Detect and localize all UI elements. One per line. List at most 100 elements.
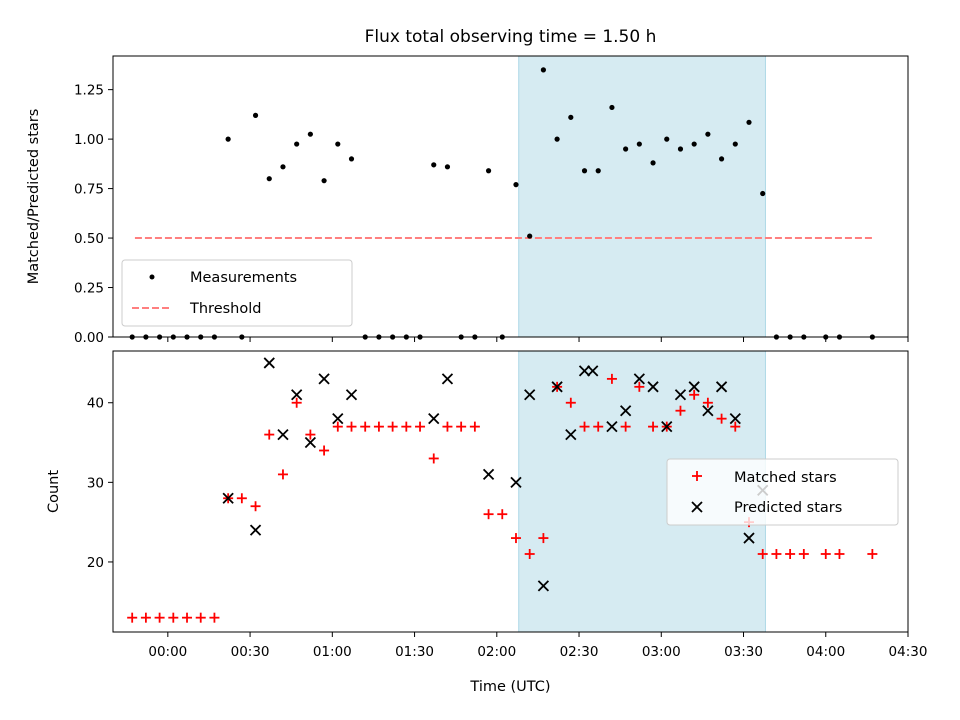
matched-point-14: [319, 445, 330, 456]
predicted-point-20-b: [620, 405, 632, 417]
predicted-point-20: [620, 405, 632, 417]
predicted-point-2: [263, 357, 275, 369]
predicted-point-23: [661, 420, 673, 433]
matched-point-32: [565, 397, 576, 408]
bottom-ytick-label-1: 30: [87, 475, 104, 491]
measurement-point-46: [760, 190, 766, 197]
top-axes-frame: [112, 55, 909, 338]
predicted-point-26: [702, 405, 714, 417]
top-ytick-label-0: 0.00: [74, 330, 104, 346]
top-legend-box: [121, 259, 353, 327]
matched-point-17: [360, 421, 371, 432]
x-tick-label-1: 00:30: [231, 644, 270, 660]
predicted-point-14-b: [537, 580, 550, 592]
measurement-point-15: [335, 141, 341, 147]
bottom-ytick-label-2: 40: [87, 396, 104, 412]
measurement-point-12: [294, 141, 300, 147]
matched-point-10: [264, 429, 275, 440]
predicted-point-22-b: [647, 381, 659, 393]
predicted-point-9-b: [428, 413, 440, 425]
top-ytick-label-3: 0.75: [74, 182, 104, 198]
measurement-point-43: [718, 156, 725, 162]
matched-point-27: [497, 509, 508, 520]
measurement-point-31: [554, 136, 560, 142]
predicted-point-6: [318, 373, 330, 385]
matched-point-41: [689, 389, 700, 400]
predicted-point-13-b: [524, 389, 536, 401]
matched-point-22: [428, 453, 439, 464]
predicted-point-15: [551, 381, 563, 393]
predicted-point-0: [222, 492, 234, 504]
measurement-point-32: [568, 114, 574, 120]
top-panel: 0.00 0.25 0.50 0.75 1.00 1.25 Flux total obse…: [26, 27, 909, 346]
matched-point-33: [579, 421, 590, 432]
predicted-point-8: [345, 389, 358, 401]
chart-title: Flux total observing time = 1.50 h: [365, 27, 657, 47]
predicted-point-0-b: [222, 492, 234, 504]
measurement-point-13: [307, 131, 313, 137]
predicted-point-3-b: [277, 428, 289, 441]
matched-point-49: [798, 548, 809, 559]
bottom-x-ticks: 00:00 00:30 01:00 01:30 02:00 02:30 03:00 03:30…: [148, 632, 927, 660]
matched-point-51: [834, 548, 845, 559]
predicted-point-16: [565, 428, 577, 441]
measurement-point-14: [321, 178, 327, 184]
measurement-point-11: [280, 164, 286, 170]
top-ytick-label-5: 1.25: [74, 83, 104, 99]
matched-point-0: [127, 612, 138, 623]
matched-point-28: [510, 533, 521, 544]
predicted-point-1-b: [249, 524, 262, 536]
bottom-legend-box: [666, 458, 899, 526]
bottom-legend: Matched stars Predicted stars: [666, 458, 899, 526]
matched-point-48: [785, 548, 796, 559]
predicted-point-19-b: [606, 420, 618, 433]
predicted-point-18-b: [587, 365, 599, 377]
measurement-point-29: [527, 233, 533, 239]
measurement-point-38: [650, 160, 656, 166]
matched-point-2: [154, 612, 165, 623]
matched-point-8: [236, 493, 247, 504]
predicted-point-27: [715, 381, 728, 393]
matched-point-26: [483, 509, 494, 520]
predicted-point-29: [743, 532, 755, 544]
measurement-point-39: [664, 136, 670, 142]
predicted-point-10: [441, 373, 454, 385]
matched-point-44: [730, 421, 741, 432]
x-axis-label: Time (UTC): [469, 679, 550, 695]
predicted-point-14: [537, 580, 550, 592]
matched-point-43: [716, 413, 727, 424]
predicted-point-22: [647, 381, 659, 393]
predicted-point-2-b: [263, 357, 275, 369]
measurement-point-16: [348, 156, 355, 162]
matched-point-35: [606, 373, 617, 384]
predicted-point-28: [729, 413, 741, 425]
x-tick-label-4: 02:00: [477, 644, 516, 660]
matched-point-52: [867, 548, 878, 559]
predicted-point-17: [578, 365, 591, 377]
top-ytick-label-4: 1.00: [74, 132, 104, 148]
matched-point-50: [820, 548, 831, 559]
predicted-point-6-b: [318, 373, 330, 385]
matched-point-40: [675, 405, 686, 416]
matched-stars-points: [127, 373, 878, 623]
predicted-point-16-b: [565, 428, 577, 441]
predicted-point-24-b: [674, 389, 687, 401]
legend-predicted-label: Predicted stars: [734, 500, 842, 516]
matched-point-4: [182, 612, 193, 623]
legend-measurements-label: Measurements: [190, 270, 297, 286]
bottom-y-axis-label: Count: [46, 470, 62, 513]
matched-point-3: [168, 612, 179, 623]
predicted-point-9: [428, 413, 440, 425]
legend-threshold-label: Threshold: [189, 301, 261, 317]
measurement-point-44: [732, 141, 738, 147]
matched-point-12: [291, 397, 302, 408]
x-tick-label-8: 04:00: [806, 644, 845, 660]
top-ytick-label-1: 0.25: [74, 281, 104, 297]
bottom-axes-frame: [112, 350, 909, 633]
measurement-point-34: [595, 168, 601, 174]
top-legend: Measurements Threshold: [121, 259, 353, 327]
predicted-point-23-b: [661, 420, 673, 433]
x-tick-label-5: 02:30: [560, 644, 599, 660]
measurement-point-7: [225, 136, 231, 142]
